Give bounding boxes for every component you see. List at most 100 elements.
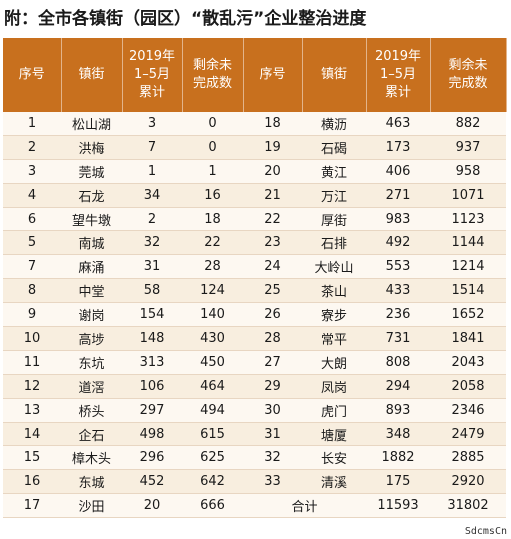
table-cell: 8 (3, 278, 61, 304)
table-row: 3 莞城 1 1 20 黄江 406 958 (3, 159, 506, 184)
table-row: 10 高埗 148 430 28 常平 731 1841 (3, 326, 506, 351)
table-cell: 寮步 (302, 302, 366, 328)
table-cell: 893 (366, 398, 430, 423)
column-header: 剩余未 完成数 (182, 38, 244, 112)
table-cell: 凤岗 (302, 374, 366, 399)
table-cell: 28 (243, 326, 302, 351)
table-cell: 11 (3, 350, 61, 375)
table-cell: 2920 (430, 469, 506, 495)
table-cell: 塘厦 (302, 422, 366, 447)
table-cell: 厚街 (302, 207, 366, 232)
table-cell: 348 (366, 422, 430, 447)
table-cell: 294 (366, 374, 430, 399)
table-row: 9 谢岗 154 140 26 寮步 236 1652 (3, 302, 506, 328)
table-cell: 麻涌 (61, 254, 122, 280)
table-cell: 27 (243, 350, 302, 375)
table-cell: 26 (243, 302, 302, 328)
table-cell: 20 (122, 493, 182, 519)
table-cell: 横沥 (302, 112, 366, 136)
table-cell: 236 (366, 302, 430, 328)
table-cell: 1 (122, 159, 182, 184)
table-cell: 22 (182, 230, 243, 256)
table-cell: 黄江 (302, 159, 366, 184)
table-row: 11 东坑 313 450 27 大朗 808 2043 (3, 350, 506, 375)
table-cell: 106 (122, 374, 182, 399)
table-cell: 452 (122, 469, 182, 495)
table-cell: 154 (122, 302, 182, 328)
column-header: 镇街 (61, 38, 123, 112)
table-cell: 0 (182, 112, 243, 136)
table-cell: 2 (122, 207, 182, 232)
table-cell: 31 (122, 254, 182, 280)
table-cell: 沙田 (61, 493, 122, 519)
table-cell: 清溪 (302, 469, 366, 495)
column-header: 2019年 1–5月 累计 (122, 38, 183, 112)
table-row: 1 松山湖 3 0 18 横沥 463 882 (3, 112, 506, 136)
table-row: 4 石龙 34 16 21 万江 271 1071 (3, 183, 506, 208)
table-cell: 1514 (430, 278, 506, 304)
table-cell: 樟木头 (61, 445, 122, 471)
table-row: 17 沙田 20 666 合计 11593 31802 (3, 493, 506, 519)
table-cell: 140 (182, 302, 243, 328)
table-cell: 1 (182, 159, 243, 184)
table-cell: 虎门 (302, 398, 366, 423)
table-cell: 企石 (61, 422, 122, 447)
table-cell: 10 (3, 326, 61, 351)
table-cell: 32 (122, 230, 182, 256)
table-cell: 茶山 (302, 278, 366, 304)
table-cell: 0 (182, 135, 243, 160)
table-cell: 2479 (430, 422, 506, 447)
table-cell: 58 (122, 278, 182, 304)
table-cell: 31 (243, 422, 302, 447)
table-row: 7 麻涌 31 28 24 大岭山 553 1214 (3, 254, 506, 280)
table-cell: 合计 (243, 493, 366, 519)
table-cell: 21 (243, 183, 302, 208)
watermark: SdcmsCn (464, 526, 507, 537)
table-cell: 3 (3, 159, 61, 184)
table-cell: 2885 (430, 445, 506, 471)
table-cell: 642 (182, 469, 243, 495)
table-cell: 450 (182, 350, 243, 375)
table-cell: 东坑 (61, 350, 122, 375)
table-cell: 中堂 (61, 278, 122, 304)
table-cell: 大朗 (302, 350, 366, 375)
table-cell: 1214 (430, 254, 506, 280)
table-cell: 24 (243, 254, 302, 280)
table-cell: 297 (122, 398, 182, 423)
table-cell: 5 (3, 230, 61, 256)
table-cell: 430 (182, 326, 243, 351)
table-row: 16 东城 452 642 33 清溪 175 2920 (3, 469, 506, 495)
table-cell: 高埗 (61, 326, 122, 351)
table-cell: 洪梅 (61, 135, 122, 160)
table-cell: 615 (182, 422, 243, 447)
table-cell: 19 (243, 135, 302, 160)
table-cell: 494 (182, 398, 243, 423)
table-cell: 498 (122, 422, 182, 447)
column-header: 序号 (3, 38, 62, 112)
table-cell: 553 (366, 254, 430, 280)
table-cell: 958 (430, 159, 506, 184)
table-cell: 34 (122, 183, 182, 208)
table-cell: 9 (3, 302, 61, 328)
table-cell: 296 (122, 445, 182, 471)
table-cell: 16 (182, 183, 243, 208)
table-cell: 1652 (430, 302, 506, 328)
table-cell: 29 (243, 374, 302, 399)
table-cell: 桥头 (61, 398, 122, 423)
table-cell: 148 (122, 326, 182, 351)
table-row: 14 企石 498 615 31 塘厦 348 2479 (3, 422, 506, 447)
table-cell: 33 (243, 469, 302, 495)
table-cell: 6 (3, 207, 61, 232)
table-cell: 14 (3, 422, 61, 447)
table-cell: 731 (366, 326, 430, 351)
table-cell: 7 (3, 254, 61, 280)
table-cell: 28 (182, 254, 243, 280)
table-cell: 7 (122, 135, 182, 160)
table-cell: 13 (3, 398, 61, 423)
table-cell: 175 (366, 469, 430, 495)
table-cell: 1071 (430, 183, 506, 208)
table-cell: 15 (3, 445, 61, 471)
table-cell: 3 (122, 112, 182, 136)
table-cell: 22 (243, 207, 302, 232)
column-header: 剩余未 完成数 (430, 38, 507, 112)
